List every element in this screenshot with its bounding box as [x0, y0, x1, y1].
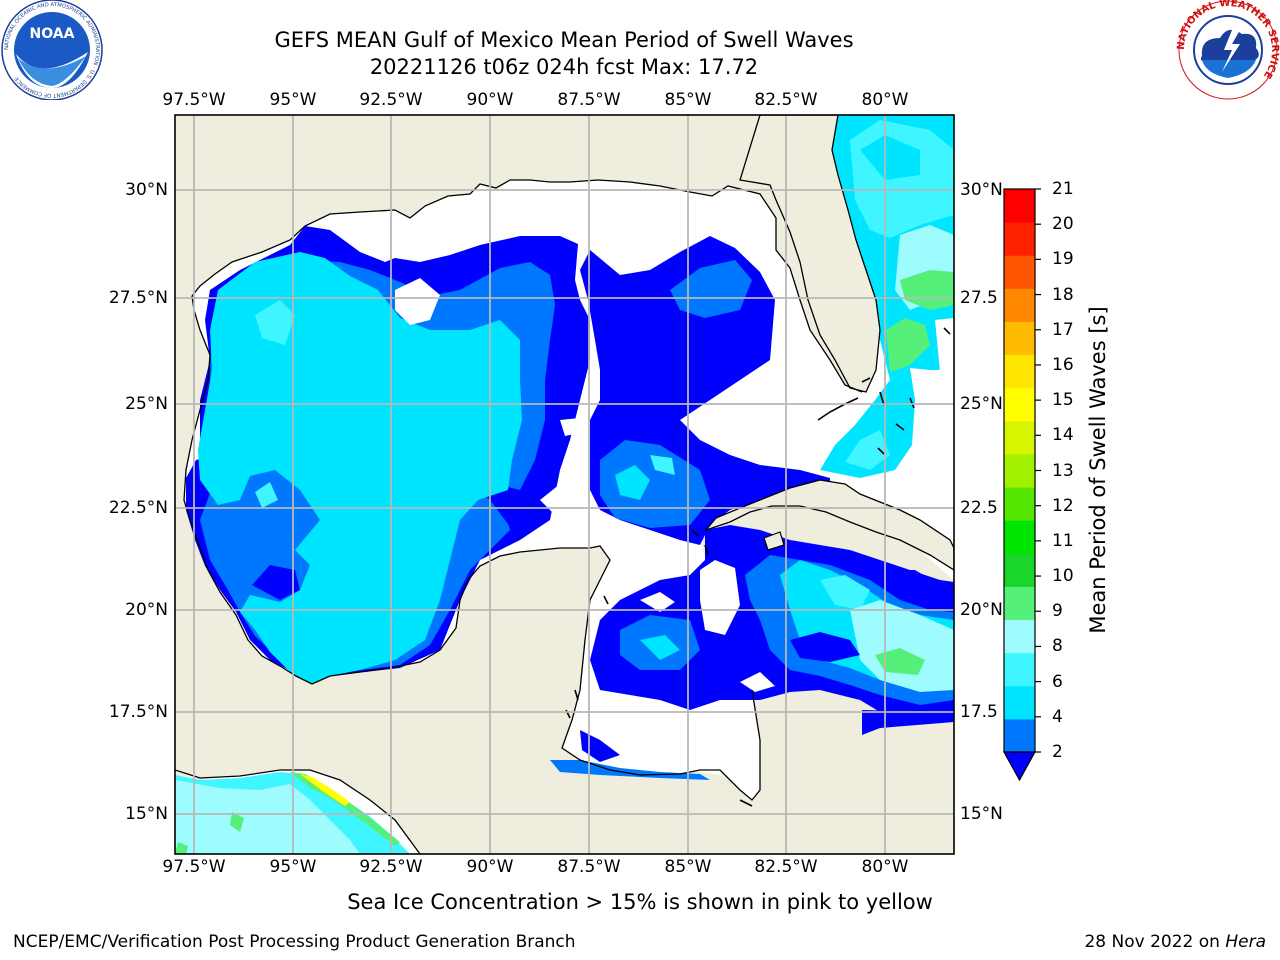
colorbar-band — [1004, 321, 1035, 356]
noaa-logo-text: NOAA — [30, 26, 75, 42]
lon-label-bottom: 87.5°W — [557, 857, 621, 877]
lon-label-top: 95°W — [269, 90, 317, 110]
colorbar-tick-label: 16 — [1052, 354, 1074, 375]
colorbar-band — [1004, 189, 1035, 223]
colorbar-tick-label: 8 — [1052, 636, 1063, 657]
colorbar-tick-label: 12 — [1052, 495, 1074, 516]
colorbar-tick-label: 18 — [1052, 284, 1074, 305]
colorbar-band — [1004, 553, 1035, 587]
lat-label-right: 27.5 — [960, 288, 998, 308]
colorbar-band — [1004, 255, 1035, 289]
colorbar — [1002, 188, 1041, 782]
lat-label-right: 15°N — [960, 804, 1003, 824]
colorbar-band — [1004, 718, 1035, 753]
lat-label-left: 30°N — [125, 180, 168, 200]
lat-label-left: 27.5°N — [108, 288, 168, 308]
lon-label-top: 87.5°W — [557, 90, 621, 110]
lat-label-left: 25°N — [125, 394, 168, 414]
lat-label-right: 25°N — [960, 394, 1003, 414]
colorbar-band — [1004, 619, 1035, 654]
colorbar-band — [1004, 354, 1035, 389]
lon-label-bottom: 97.5°W — [162, 857, 226, 877]
footer-host: Hera — [1225, 932, 1266, 952]
lon-label-top: 80°W — [861, 90, 909, 110]
lat-label-left: 15°N — [125, 804, 168, 824]
lon-label-bottom: 95°W — [269, 857, 317, 877]
lat-label-right: 20°N — [960, 600, 1003, 620]
footer-right: 28 Nov 2022 on Hera — [1084, 932, 1266, 952]
colorbar-band — [1004, 420, 1035, 455]
colorbar-tick-label: 9 — [1052, 601, 1063, 622]
colorbar-tick-label: 17 — [1052, 319, 1074, 340]
colorbar-label: Mean Period of Swell Waves [s] — [1086, 306, 1110, 634]
lon-label-top: 97.5°W — [162, 90, 226, 110]
lat-label-right: 30°N — [960, 180, 1003, 200]
lon-label-bottom: 85°W — [664, 857, 712, 877]
colorbar-tick-label: 6 — [1052, 671, 1063, 692]
lat-label-left: 17.5°N — [108, 702, 168, 722]
map-frame — [174, 114, 955, 855]
lon-label-bottom: 92.5°W — [359, 857, 423, 877]
lon-label-bottom: 82.5°W — [754, 857, 818, 877]
colorbar-band — [1004, 487, 1035, 521]
colorbar-band — [1004, 222, 1035, 256]
colorbar-tick-label: 20 — [1052, 214, 1074, 235]
colorbar-band — [1004, 387, 1035, 422]
gulf-coast-line — [191, 179, 863, 393]
footer-date: 28 Nov 2022 on — [1084, 932, 1226, 952]
colorbar-tick-label: 15 — [1052, 390, 1074, 411]
cuba-land — [704, 479, 954, 571]
lat-label-right: 17.5 — [960, 702, 998, 722]
florida-land — [739, 115, 881, 393]
colorbar-tick-label: 11 — [1052, 530, 1074, 551]
lon-label-top: 85°W — [664, 90, 712, 110]
colorbar-band — [1004, 586, 1035, 621]
colorbar-band — [1004, 288, 1035, 322]
graticule — [175, 115, 954, 854]
lon-label-top: 92.5°W — [359, 90, 423, 110]
colorbar-tick-label: 4 — [1052, 706, 1063, 727]
colorbar-tick-label: 13 — [1052, 460, 1074, 481]
lon-label-bottom: 80°W — [861, 857, 909, 877]
colorbar-band — [1004, 453, 1035, 488]
lat-label-left: 22.5°N — [108, 498, 168, 518]
lon-label-top: 90°W — [466, 90, 514, 110]
chart-title-line1: GEFS MEAN Gulf of Mexico Mean Period of … — [274, 28, 854, 52]
colorbar-tick-label: 10 — [1052, 566, 1074, 587]
colorbar-tick-label: 2 — [1052, 742, 1063, 762]
footer-left: NCEP/EMC/Verification Post Processing Pr… — [13, 932, 576, 952]
colorbar-band — [1004, 652, 1035, 687]
colorbar-band — [1004, 520, 1035, 554]
lon-label-top: 82.5°W — [754, 90, 818, 110]
nws-logo: NATIONAL WEATHER SERVICE — [1176, 0, 1280, 100]
colorbar-tick-label: 21 — [1052, 179, 1074, 199]
colorbar-tick-label: 14 — [1052, 425, 1074, 446]
chart-title-line2: 20221126 t06z 024h fcst Max: 17.72 — [369, 55, 759, 79]
colorbar-tick-label: 19 — [1052, 249, 1074, 270]
lat-label-right: 22.5 — [960, 498, 998, 518]
colorbar-extend-triangle — [1002, 751, 1037, 782]
lon-label-bottom: 90°W — [466, 857, 514, 877]
caption: Sea Ice Concentration > 15% is shown in … — [347, 890, 933, 914]
colorbar-band — [1004, 685, 1035, 720]
lat-label-left: 20°N — [125, 600, 168, 620]
noaa-logo: NOAA NATIONAL OCEANIC AND ATMOSPHERIC AD… — [0, 0, 104, 101]
